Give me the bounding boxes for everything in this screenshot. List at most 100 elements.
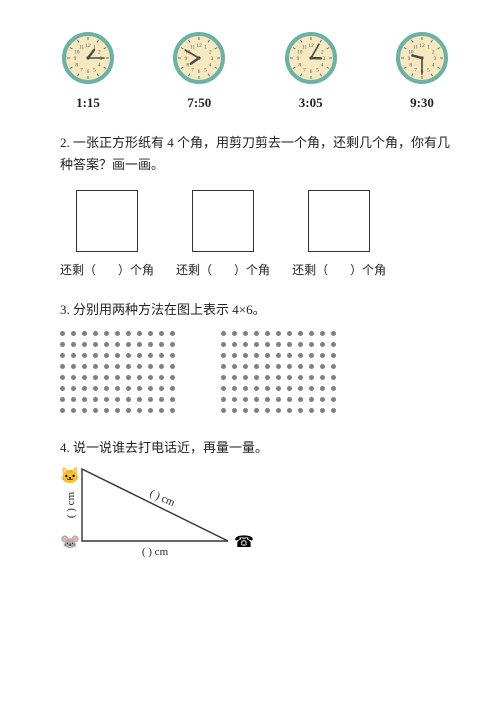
svg-text:8: 8 [409, 63, 412, 69]
svg-text:9: 9 [185, 56, 188, 62]
dot [276, 364, 281, 369]
svg-text:8: 8 [75, 63, 78, 69]
dot [82, 353, 87, 358]
mouse-icon: 🐭 [60, 534, 80, 551]
dot [104, 408, 109, 413]
dot [93, 353, 98, 358]
dot [159, 408, 164, 413]
dot [221, 375, 226, 380]
dot [104, 353, 109, 358]
dot [71, 386, 76, 391]
svg-text:7: 7 [414, 67, 417, 73]
dot [137, 375, 142, 380]
dot [159, 375, 164, 380]
clock-4: 121234567891011 [394, 30, 450, 86]
dot [82, 342, 87, 347]
svg-text:4: 4 [98, 63, 101, 69]
dot [298, 364, 303, 369]
square-2: 还剩（ ）个角 [176, 190, 270, 280]
dot [232, 342, 237, 347]
clock-2: 121234567891011 [171, 30, 227, 86]
dot [148, 397, 153, 402]
square-box [76, 190, 138, 252]
dot [309, 386, 314, 391]
dot [276, 386, 281, 391]
dot [331, 397, 336, 402]
dot [298, 408, 303, 413]
dot [331, 408, 336, 413]
dot [265, 353, 270, 358]
svg-text:8: 8 [298, 63, 301, 69]
cat-icon: 🐱 [60, 467, 80, 485]
dot [159, 331, 164, 336]
svg-text:9: 9 [74, 56, 77, 62]
dot [137, 364, 142, 369]
dot [287, 331, 292, 336]
dot [287, 353, 292, 358]
dot [331, 375, 336, 380]
svg-text:2: 2 [98, 50, 101, 56]
blank [98, 260, 116, 280]
dot [115, 353, 120, 358]
dot [60, 386, 65, 391]
dot [115, 386, 120, 391]
svg-text:11: 11 [190, 45, 196, 51]
dot [320, 397, 325, 402]
dot [159, 397, 164, 402]
square-3: 还剩（ ）个角 [292, 190, 386, 280]
dot [148, 364, 153, 369]
squares-row: 还剩（ ）个角 还剩（ ）个角 还剩（ ）个角 [60, 190, 450, 280]
q3-text: 3. 分别用两种方法在图上表示 4×6。 [60, 299, 450, 321]
dot [276, 408, 281, 413]
dot [104, 375, 109, 380]
question-3: 3. 分别用两种方法在图上表示 4×6。 [60, 299, 450, 419]
label-suffix: ）个角 [350, 260, 386, 280]
dot [243, 397, 248, 402]
dot [137, 342, 142, 347]
dot [265, 342, 270, 347]
dot [126, 364, 131, 369]
dot-grid-b [221, 331, 342, 419]
dot [115, 331, 120, 336]
dot [60, 342, 65, 347]
dot [104, 397, 109, 402]
dot [254, 375, 259, 380]
svg-text:1: 1 [427, 45, 430, 51]
dot [159, 364, 164, 369]
svg-text:12: 12 [85, 43, 91, 49]
dot [320, 364, 325, 369]
dot [104, 386, 109, 391]
dot [170, 375, 175, 380]
svg-text:11: 11 [413, 45, 419, 51]
dot [309, 342, 314, 347]
dot [254, 353, 259, 358]
dot [232, 364, 237, 369]
dot [148, 408, 153, 413]
dot [126, 331, 131, 336]
square-1: 还剩（ ）个角 [60, 190, 154, 280]
dot [265, 364, 270, 369]
dot [93, 364, 98, 369]
dot [287, 342, 292, 347]
dot [126, 375, 131, 380]
dot [320, 331, 325, 336]
dot [254, 386, 259, 391]
dot [221, 408, 226, 413]
dot [276, 342, 281, 347]
svg-text:11: 11 [302, 45, 308, 51]
dot [287, 386, 292, 391]
dot [115, 397, 120, 402]
svg-text:4: 4 [209, 63, 212, 69]
dot [60, 408, 65, 413]
dot [148, 331, 153, 336]
dot [104, 342, 109, 347]
svg-text:3: 3 [322, 56, 325, 62]
clock-time-3: 3:05 [283, 92, 339, 114]
svg-text:7: 7 [303, 67, 306, 73]
clock-3: 121234567891011 [283, 30, 339, 86]
dot [71, 331, 76, 336]
dot [320, 408, 325, 413]
svg-text:( ) cm: ( ) cm [148, 487, 177, 509]
dot [93, 408, 98, 413]
dot [309, 397, 314, 402]
